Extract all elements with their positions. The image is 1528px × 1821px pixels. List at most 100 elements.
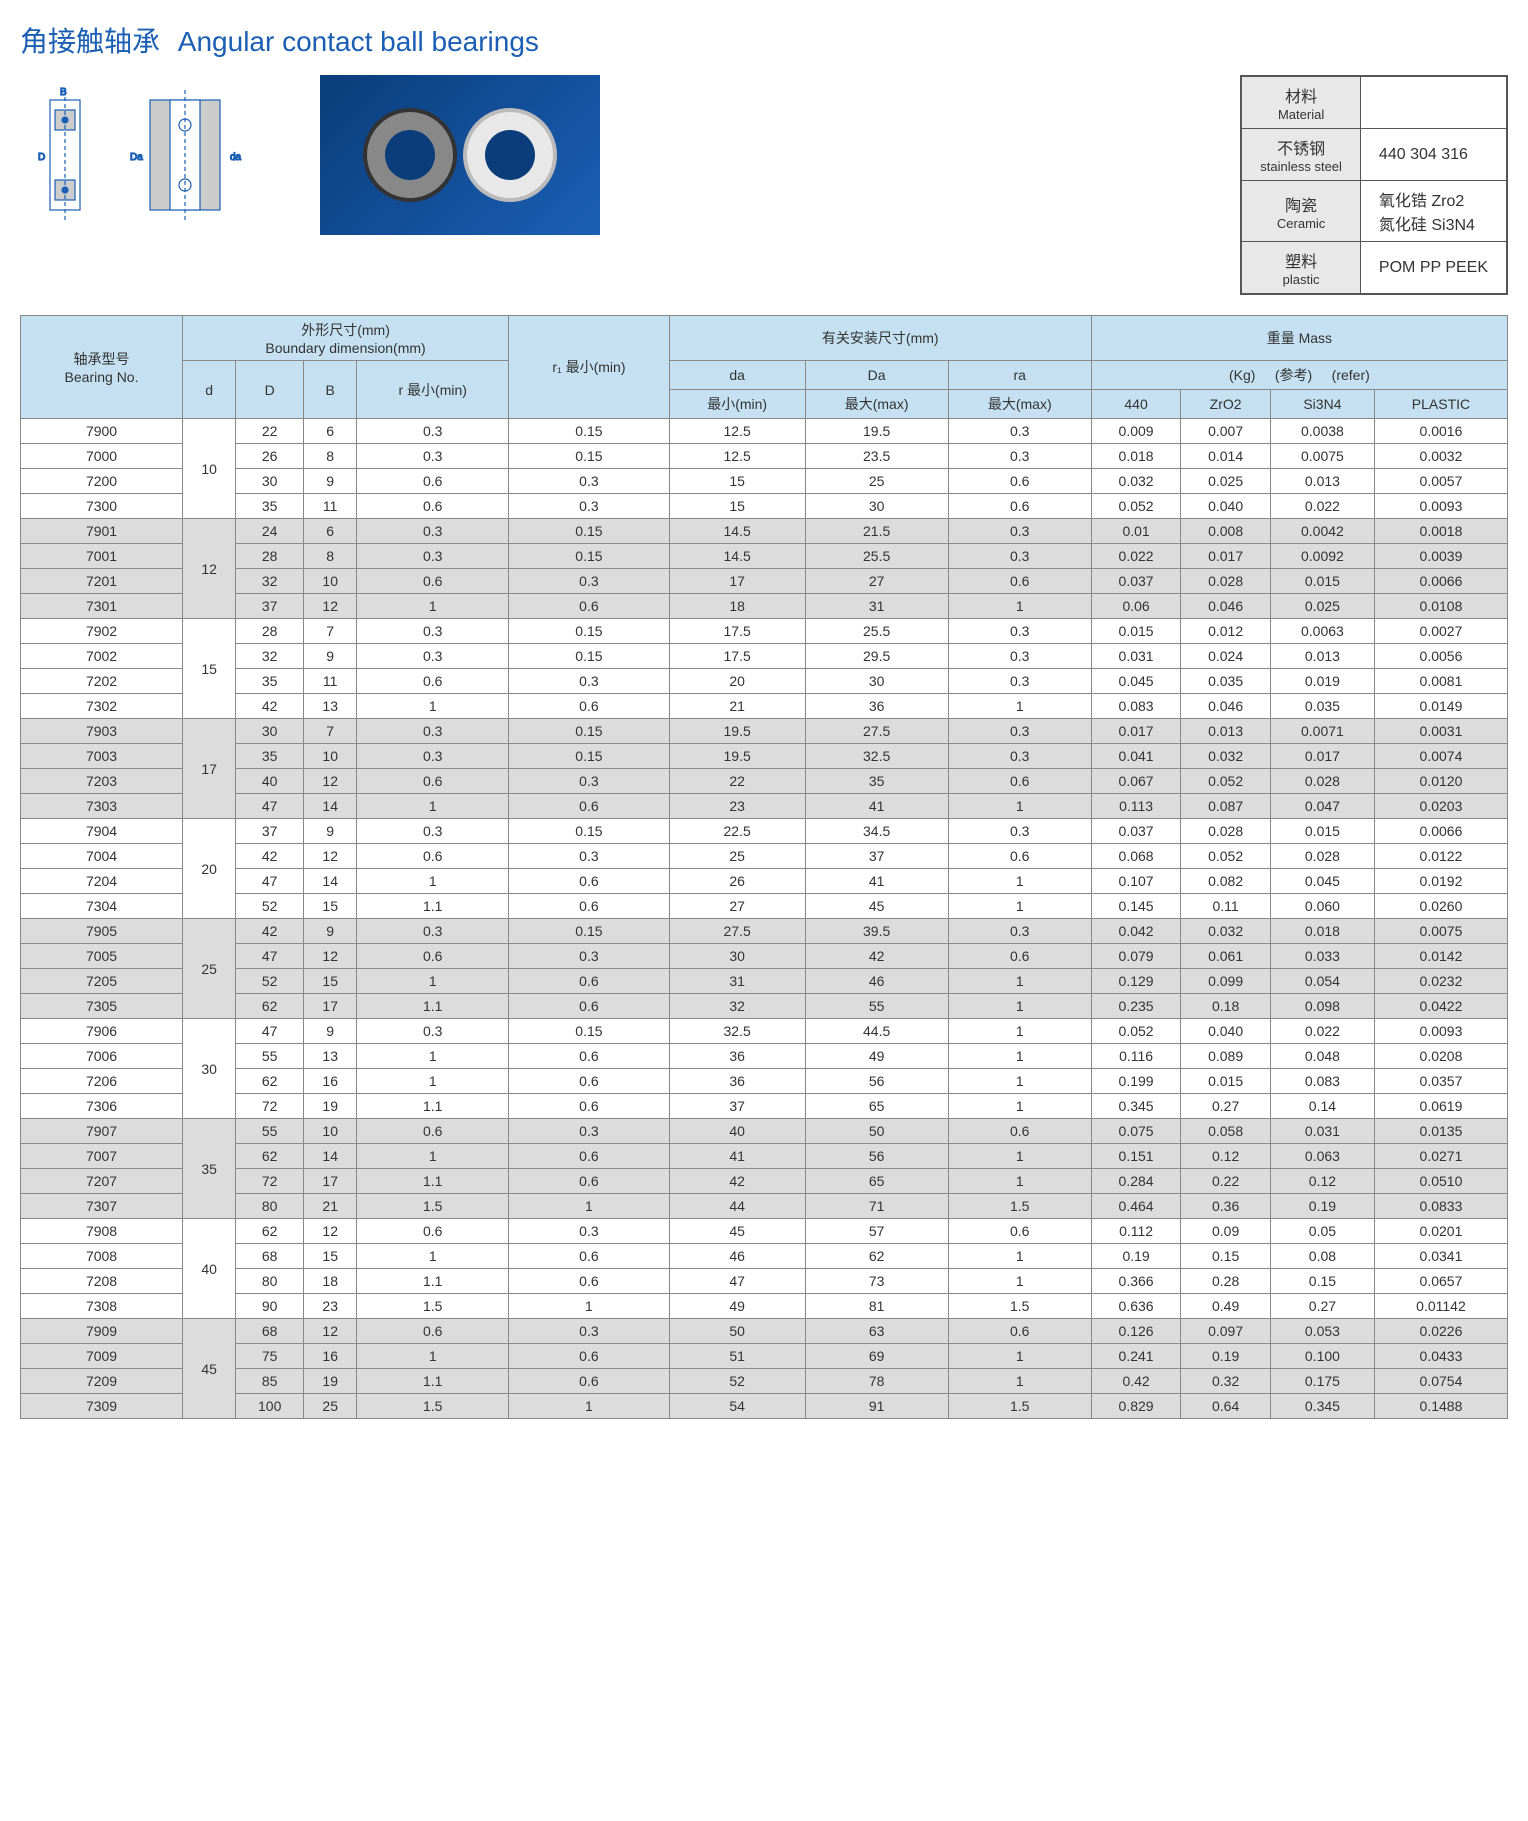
cell-plastic: 0.0271 [1374,1144,1507,1169]
cell-B: 12 [304,594,357,619]
cell-si3n4: 0.025 [1270,594,1374,619]
cell-zro2: 0.22 [1181,1169,1271,1194]
cell-r1: 0.6 [509,869,670,894]
cell-r1: 0.15 [509,719,670,744]
cell-r1: 0.6 [509,1094,670,1119]
cell-bearing-no: 7202 [21,669,183,694]
cell-si3n4: 0.098 [1270,994,1374,1019]
cell-r: 0.6 [357,494,509,519]
cell-ra: 0.3 [948,669,1091,694]
cell-ra: 1 [948,994,1091,1019]
cell-B: 16 [304,1069,357,1094]
cell-m440: 0.018 [1091,444,1181,469]
table-row: 7309100251.5154911.50.8290.640.3450.1488 [21,1394,1508,1419]
cell-zro2: 0.082 [1181,869,1271,894]
table-row: 730672191.10.6376510.3450.270.140.0619 [21,1094,1508,1119]
cell-B: 11 [304,669,357,694]
cell-si3n4: 0.018 [1270,919,1374,944]
cell-si3n4: 0.063 [1270,1144,1374,1169]
cell-plastic: 0.0039 [1374,544,1507,569]
cell-Da: 56 [805,1144,948,1169]
cell-B: 19 [304,1094,357,1119]
cell-r: 1 [357,694,509,719]
cell-r: 1 [357,1344,509,1369]
cell-D: 28 [236,544,304,569]
cell-D: 28 [236,619,304,644]
cell-Da: 35 [805,769,948,794]
cell-Da: 19.5 [805,419,948,444]
material-value: 440 304 316 [1360,129,1507,181]
cell-m440: 0.116 [1091,1044,1181,1069]
cell-zro2: 0.024 [1181,644,1271,669]
col-da-min: 最小(min) [669,390,805,419]
cell-bearing-no: 7004 [21,844,183,869]
cell-da: 37 [669,1094,805,1119]
cell-da: 51 [669,1344,805,1369]
cell-D: 35 [236,669,304,694]
cell-zro2: 0.058 [1181,1119,1271,1144]
cell-ra: 1 [948,794,1091,819]
cell-plastic: 0.0833 [1374,1194,1507,1219]
cell-Da: 41 [805,794,948,819]
material-label: 材料Material [1241,76,1360,129]
cell-m440: 0.42 [1091,1369,1181,1394]
table-row: 7904203790.30.1522.534.50.30.0370.0280.0… [21,819,1508,844]
cell-r: 1.5 [357,1394,509,1419]
cell-da: 54 [669,1394,805,1419]
cell-m440: 0.112 [1091,1219,1181,1244]
cell-plastic: 0.0074 [1374,744,1507,769]
cell-r: 0.3 [357,644,509,669]
cell-D: 32 [236,644,304,669]
cell-zro2: 0.035 [1181,669,1271,694]
col-440: 440 [1091,390,1181,419]
cell-bearing-no: 7003 [21,744,183,769]
cell-m440: 0.022 [1091,544,1181,569]
cell-si3n4: 0.048 [1270,1044,1374,1069]
cell-da: 42 [669,1169,805,1194]
cell-r1: 0.3 [509,1219,670,1244]
cell-m440: 0.151 [1091,1144,1181,1169]
cell-plastic: 0.0433 [1374,1344,1507,1369]
cell-m440: 0.015 [1091,619,1181,644]
cell-D: 52 [236,969,304,994]
cell-D: 35 [236,494,304,519]
cell-r1: 0.3 [509,944,670,969]
cell-r: 1 [357,794,509,819]
cell-B: 9 [304,919,357,944]
cell-bearing-no: 7205 [21,969,183,994]
cell-r: 0.3 [357,619,509,644]
cell-da: 32 [669,994,805,1019]
cell-ra: 1 [948,894,1091,919]
cell-zro2: 0.15 [1181,1244,1271,1269]
cell-Da: 25 [805,469,948,494]
cell-bearing-no: 7906 [21,1019,183,1044]
cell-r1: 0.6 [509,894,670,919]
cell-da: 32.5 [669,1019,805,1044]
cell-B: 12 [304,1219,357,1244]
cell-ra: 0.3 [948,519,1091,544]
cell-plastic: 0.0093 [1374,1019,1507,1044]
cell-plastic: 0.0422 [1374,994,1507,1019]
cell-r: 0.6 [357,1119,509,1144]
cell-r: 1.1 [357,1169,509,1194]
cell-d: 20 [183,819,236,919]
cell-r: 0.3 [357,519,509,544]
cell-si3n4: 0.083 [1270,1069,1374,1094]
cell-da: 12.5 [669,419,805,444]
cell-plastic: 0.0093 [1374,494,1507,519]
cell-zro2: 0.64 [1181,1394,1271,1419]
cell-bearing-no: 7008 [21,1244,183,1269]
cell-da: 25 [669,844,805,869]
table-row: 70023290.30.1517.529.50.30.0310.0240.013… [21,644,1508,669]
cell-ra: 0.3 [948,444,1091,469]
cell-Da: 25.5 [805,619,948,644]
cell-bearing-no: 7001 [21,544,183,569]
cell-Da: 25.5 [805,544,948,569]
cell-zro2: 0.032 [1181,744,1271,769]
title-en: Angular contact ball bearings [178,26,539,57]
cell-r1: 0.15 [509,644,670,669]
cell-r1: 0.6 [509,969,670,994]
cell-r1: 0.3 [509,494,670,519]
cell-plastic: 0.0260 [1374,894,1507,919]
cell-ra: 1 [948,869,1091,894]
